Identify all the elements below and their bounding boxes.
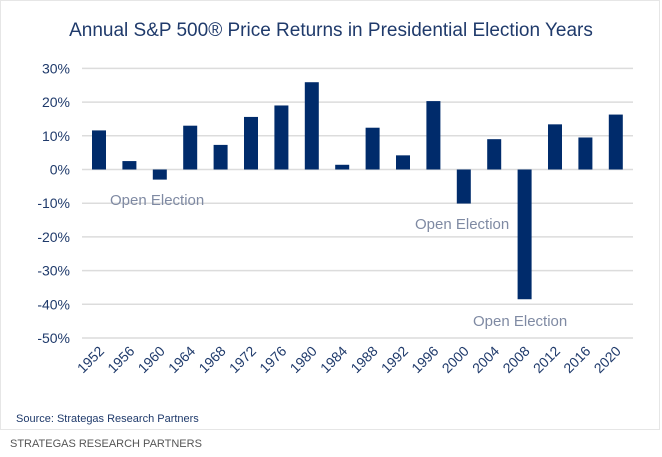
x-tick-label: 1988	[347, 343, 380, 376]
y-tick-label: 10%	[42, 128, 70, 144]
bar-2012	[548, 124, 562, 170]
y-tick-label: -30%	[37, 263, 70, 279]
x-tick-label: 1976	[256, 343, 289, 376]
open-election-annotation: Open Election	[110, 192, 204, 209]
open-election-annotation: Open Election	[473, 313, 567, 330]
bar-2020	[608, 114, 623, 170]
chart-title: Annual S&P 500® Price Returns in Preside…	[69, 20, 593, 41]
x-tick-label: 2000	[439, 343, 472, 376]
y-tick-label: -10%	[37, 195, 70, 211]
x-tick-label: 1996	[408, 343, 441, 376]
bar-1996	[426, 101, 441, 170]
x-tick-label: 1956	[104, 343, 137, 376]
bar-2000	[456, 169, 471, 204]
y-tick-label: -40%	[37, 296, 70, 312]
x-tick-label: 1972	[226, 343, 259, 376]
y-tick-label: -50%	[37, 330, 70, 346]
x-tick-label: 1964	[165, 343, 198, 376]
x-tick-label: 2016	[560, 343, 593, 376]
bar-2004	[487, 139, 502, 170]
x-tick-label: 1952	[74, 343, 107, 376]
x-tick-label: 1992	[378, 343, 411, 376]
y-tick-label: 30%	[42, 60, 70, 76]
x-tick-label: 1980	[287, 343, 320, 376]
open-election-annotation: Open Election	[415, 216, 509, 233]
bar-1956	[122, 161, 137, 170]
x-tick-label: 1968	[195, 343, 228, 376]
bar-1968	[213, 144, 228, 170]
x-tick-label: 2004	[469, 343, 502, 376]
y-tick-label: -20%	[37, 229, 70, 245]
x-tick-label: 2020	[591, 343, 624, 376]
x-tick-label: 2008	[499, 343, 532, 376]
x-tick-label: 1984	[317, 343, 350, 376]
x-tick-label: 1960	[135, 343, 168, 376]
x-tick-label: 2012	[530, 343, 563, 376]
bar-2008	[517, 169, 532, 300]
y-tick-label: 20%	[42, 94, 70, 110]
image-credit: STRATEGAS RESEARCH PARTNERS	[10, 438, 202, 450]
bar-2016	[578, 137, 593, 170]
bar-1984	[335, 164, 350, 170]
chart-frame	[0, 0, 660, 430]
bar-1964	[183, 125, 198, 170]
bar-1988	[365, 127, 380, 170]
source-note: Source: Strategas Research Partners	[16, 413, 199, 425]
bar-1976	[274, 105, 289, 170]
bar-1992	[396, 155, 410, 170]
bar-1960	[152, 169, 167, 180]
bar-1952	[92, 130, 106, 170]
bar-1980	[304, 82, 319, 170]
bar-1972	[244, 116, 258, 170]
y-tick-label: 0%	[50, 162, 70, 178]
